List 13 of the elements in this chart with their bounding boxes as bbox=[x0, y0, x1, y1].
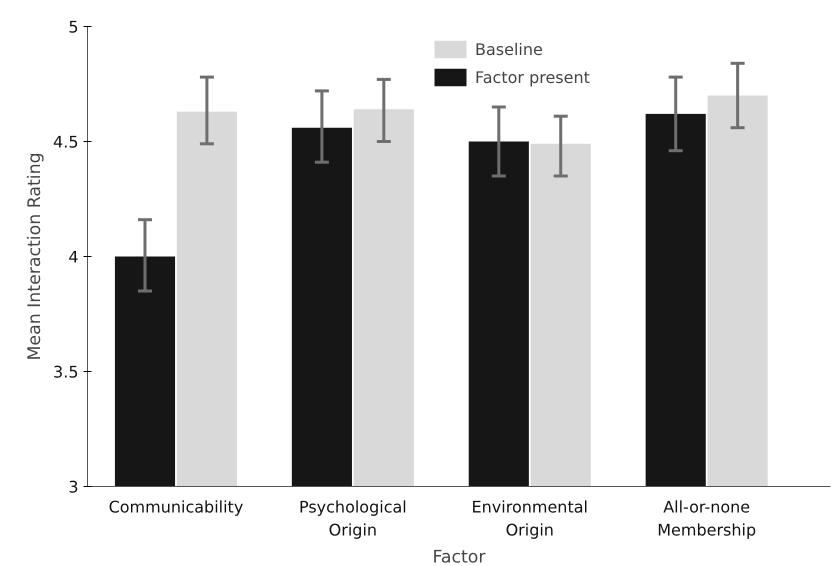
legend-label: Baseline bbox=[475, 40, 543, 58]
x-tick-label: All-or-none Membership bbox=[657, 498, 756, 540]
y-tick-label: 5 bbox=[68, 18, 79, 36]
y-tick-label: 4 bbox=[68, 248, 79, 266]
x-tick-label: Environmental Origin bbox=[472, 498, 588, 540]
legend-label: Factor present bbox=[475, 68, 590, 86]
y-tick-label: 4.5 bbox=[53, 132, 79, 152]
x-axis-title: Factor bbox=[432, 547, 486, 566]
y-axis-title: Mean Interaction Rating bbox=[25, 152, 46, 361]
x-tick-label: Psychological Origin bbox=[298, 498, 407, 540]
x-tick-label: Communicability bbox=[108, 498, 244, 516]
y-tick-label: 3.5 bbox=[53, 362, 79, 382]
y-tick-label: 3 bbox=[68, 478, 79, 496]
